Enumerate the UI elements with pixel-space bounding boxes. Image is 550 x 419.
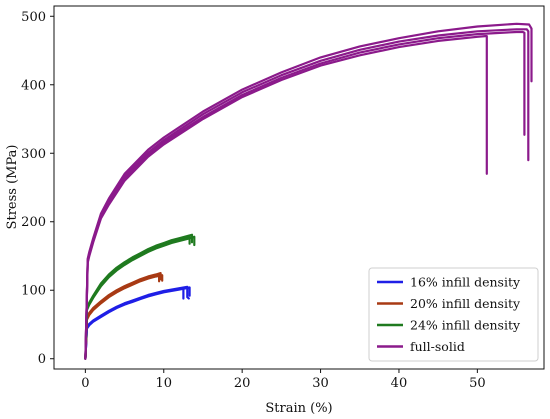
y-tick-label: 200 — [21, 215, 46, 230]
legend-label-3: 24% infill density — [410, 318, 521, 333]
x-tick-label: 0 — [81, 376, 89, 391]
x-tick-label: 50 — [469, 376, 486, 391]
y-axis-label: Stress (MPa) — [5, 145, 20, 230]
series-layer — [84, 22, 533, 360]
x-axis-ticks: 0 10 20 30 40 50 — [81, 369, 486, 391]
legend: 16% infill density 20% infill density 24% … — [368, 267, 539, 362]
y-tick-label: 0 — [38, 352, 46, 367]
legend-label-2: 20% infill density — [410, 296, 521, 311]
legend-label-1: 16% infill density — [410, 275, 521, 290]
y-tick-label: 300 — [21, 147, 46, 162]
series-line-2-replicate-3 — [84, 274, 164, 360]
x-tick-label: 10 — [155, 376, 172, 391]
legend-box — [368, 267, 539, 362]
x-tick-label: 40 — [391, 376, 408, 391]
y-tick-label: 500 — [21, 10, 46, 25]
series-line-2-replicate-2 — [84, 272, 162, 360]
series-line-3-replicate-3 — [84, 235, 196, 360]
y-axis-ticks: 0 100 200 300 400 500 — [21, 10, 54, 367]
x-tick-label: 20 — [234, 376, 251, 391]
series-line-1-replicate-3 — [84, 286, 191, 360]
x-tick-label: 30 — [312, 376, 329, 391]
legend-label-4: full-solid — [410, 339, 465, 354]
y-tick-label: 400 — [21, 78, 46, 93]
x-axis-label: Strain (%) — [265, 401, 332, 416]
legend-items: 16% infill density 20% infill density 24% … — [377, 275, 521, 354]
series-line-4-replicate-4 — [84, 22, 533, 360]
y-tick-label: 100 — [21, 284, 46, 299]
